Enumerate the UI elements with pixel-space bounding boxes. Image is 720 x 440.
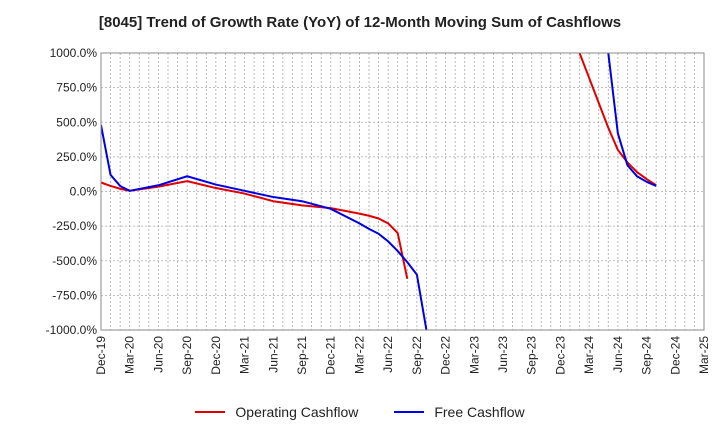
x-tick-label: Dec-21 [324, 336, 338, 375]
y-tick-label: 750.0% [56, 81, 97, 95]
chart-title: [8045] Trend of Growth Rate (YoY) of 12-… [98, 14, 622, 31]
x-tick-label: Dec-24 [668, 336, 682, 375]
y-tick-label: 500.0% [56, 115, 97, 129]
series-line-operating-cashflow [578, 53, 657, 187]
x-tick-label: Jun-21 [266, 336, 280, 373]
x-tick-label: Mar-24 [582, 336, 596, 374]
y-tick-label: 250.0% [56, 150, 97, 164]
x-tick-label: Sep-22 [410, 336, 424, 375]
y-tick-label: -750.0% [52, 288, 97, 302]
legend-label-free: Free Cashflow [434, 404, 525, 420]
legend-swatch-operating [195, 411, 226, 413]
x-tick-label: Dec-22 [439, 336, 453, 375]
series-line-free-cashflow [101, 124, 428, 330]
y-tick-labels: 1000.0% 750.0% 500.0% 250.0% 0.0% -250.0% -500… [46, 46, 98, 337]
legend-swatch-free [394, 411, 425, 413]
y-tick-label: -500.0% [52, 254, 97, 268]
y-tick-label: -1000.0% [46, 323, 98, 337]
x-tick-label: Dec-19 [94, 336, 108, 375]
x-tick-label: Mar-22 [352, 336, 366, 374]
x-tick-label: Jun-24 [611, 336, 625, 373]
x-tick-label: Sep-20 [180, 336, 194, 375]
x-tick-label: Sep-24 [640, 336, 654, 375]
x-tick-label: Sep-23 [525, 336, 539, 375]
x-tick-label: Jun-20 [151, 336, 165, 373]
plot-frame [100, 52, 705, 331]
x-tick-label: Jun-22 [381, 336, 395, 373]
legend-item-free: Free Cashflow [394, 404, 525, 420]
x-tick-label: Jun-23 [496, 336, 510, 373]
x-tick-label: Mar-21 [238, 336, 252, 374]
legend-label-operating: Operating Cashflow [235, 404, 359, 420]
x-tick-label: Dec-20 [209, 336, 223, 375]
series-layer [101, 53, 657, 330]
y-tick-label: 1000.0% [50, 46, 98, 60]
y-tick-label: 0.0% [70, 185, 98, 199]
x-tick-label: Mar-23 [467, 336, 481, 374]
legend: Operating Cashflow Free Cashflow [0, 404, 720, 420]
x-tick-label: Mar-20 [123, 336, 137, 374]
y-tick-label: -250.0% [52, 219, 97, 233]
series-line-free-cashflow [607, 53, 657, 187]
x-tick-label: Mar-25 [697, 336, 711, 374]
legend-item-operating: Operating Cashflow [195, 404, 358, 420]
x-tick-label: Sep-21 [295, 336, 309, 375]
chart-plot: 1000.0% 750.0% 500.0% 250.0% 0.0% -250.0% -500… [46, 46, 711, 375]
x-tick-label: Dec-23 [553, 336, 567, 375]
x-tick-labels: Dec-19 Mar-20 Jun-20 Sep-20 Dec-20 Mar-21 Jun-… [94, 336, 711, 375]
